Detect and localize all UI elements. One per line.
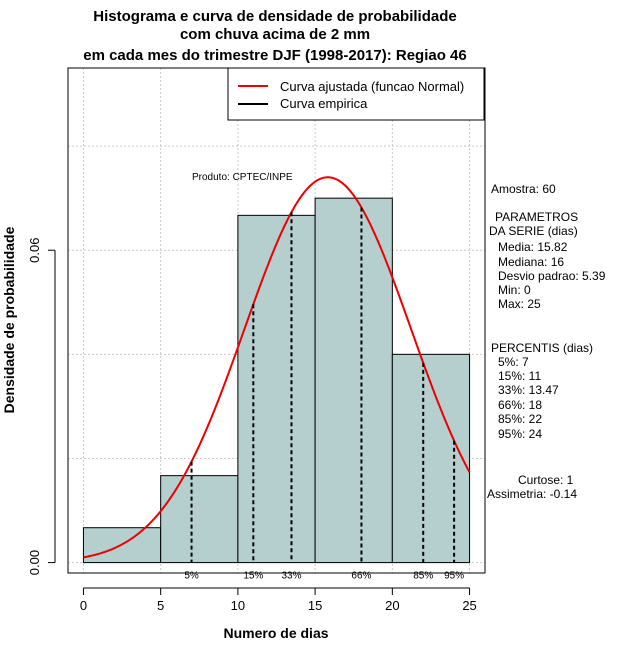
percentile-label-11: 15%: [243, 571, 263, 582]
percentile-label-24: 95%: [444, 571, 464, 582]
x-tick-label: 15: [308, 598, 322, 613]
fitted-normal-curve: [83, 176, 471, 559]
stat-desvio: Desvio padrao: 5.39: [498, 269, 606, 283]
stats-panel: Amostra: 60 PARAMETROS DA SERIE (dias) M…: [487, 182, 606, 501]
histogram-bar-1: [160, 475, 239, 564]
percentile-label-22: 85%: [413, 571, 433, 582]
bars-layer: [82, 197, 471, 564]
percentile-label-7: 5%: [184, 571, 199, 582]
stat-curtose: Curtose: 1: [518, 473, 574, 487]
curve-layer: [83, 176, 471, 559]
axes-layer: 0 5 10 15 20 25 0.00 0.06: [27, 238, 477, 613]
chart-title-line-2: com chuva acima de 2 mm: [180, 26, 370, 43]
legend-label-empirical: Curva empirica: [280, 96, 368, 111]
x-tick-label: 5: [157, 598, 164, 613]
product-annotation: Produto: CPTEC/INPE: [192, 172, 293, 183]
x-axis-label: Numero de dias: [223, 625, 328, 641]
percentile-layer: 5% 15% 33% 66% 85% 95%: [184, 207, 464, 582]
stat-media: Media: 15.82: [498, 240, 568, 254]
chart-title-line-1: Histograma e curva de densidade de proba…: [93, 8, 456, 25]
legend: Curva ajustada (funcao Normal) Curva emp…: [227, 67, 485, 121]
stat-min: Min: 0: [498, 283, 531, 297]
histogram-bar-4: [391, 353, 471, 564]
stat-mediana: Mediana: 16: [498, 255, 564, 269]
y-tick-label: 0.00: [27, 550, 42, 575]
x-tick-label: 0: [80, 598, 87, 613]
stat-p15: 15%: 11: [498, 369, 541, 383]
y-tick-label: 0.06: [27, 238, 42, 263]
stat-param-title-2: DA SERIE (dias): [489, 224, 578, 238]
stat-p33: 33%: 13.47: [498, 383, 559, 397]
stat-param-title-1: PARAMETROS: [495, 210, 578, 224]
stat-max: Max: 25: [498, 297, 541, 311]
stat-p95: 95%: 24: [498, 427, 542, 441]
stat-p5: 5%: 7: [498, 355, 529, 369]
legend-box: [227, 67, 485, 121]
y-axis-label: Densidade de probabilidade: [1, 226, 17, 413]
stat-amostra: Amostra: 60: [491, 182, 556, 196]
x-tick-label: 20: [385, 598, 399, 613]
stat-assimetria: Assimetria: -0.14: [487, 487, 577, 501]
stat-percentis-title: PERCENTIS (dias): [491, 341, 593, 355]
stat-p66: 66%: 18: [498, 398, 542, 412]
x-tick-label: 10: [231, 598, 245, 613]
histogram-bar-3: [314, 197, 393, 564]
legend-label-fitted: Curva ajustada (funcao Normal): [280, 79, 464, 94]
percentile-label-13_47: 33%: [281, 571, 301, 582]
histogram-bar-2: [237, 214, 316, 564]
percentile-label-18: 66%: [351, 571, 371, 582]
x-tick-label: 25: [462, 598, 476, 613]
stat-p85: 85%: 22: [498, 412, 542, 426]
chart-title-line-3: em cada mes do trimestre DJF (1998-2017)…: [83, 47, 467, 64]
